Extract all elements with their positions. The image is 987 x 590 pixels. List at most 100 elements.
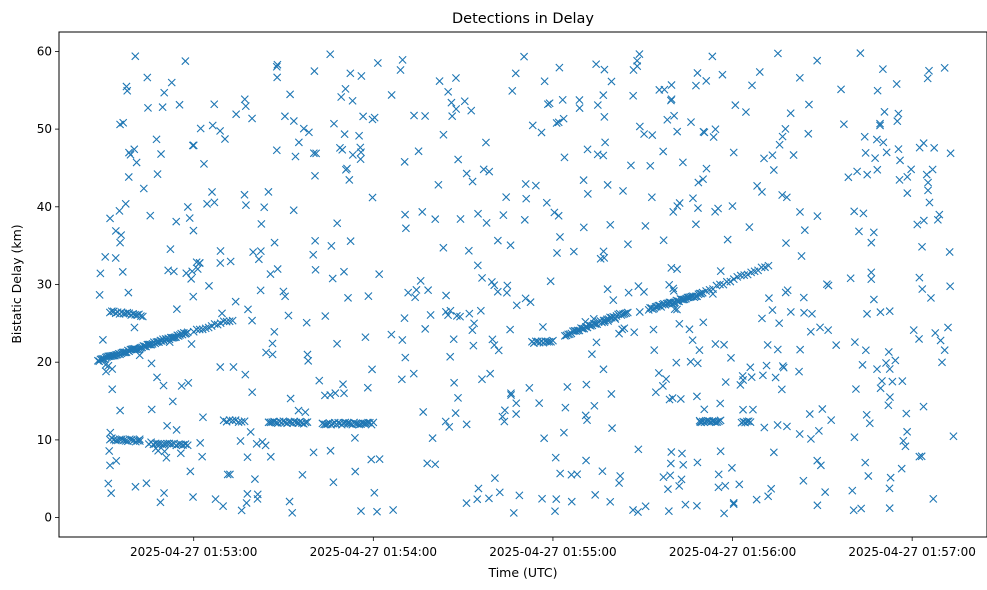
data-point xyxy=(188,267,197,276)
data-point xyxy=(691,220,700,229)
data-point xyxy=(160,489,169,497)
data-point xyxy=(878,65,887,74)
data-point xyxy=(280,112,289,121)
data-point xyxy=(192,258,201,267)
data-point xyxy=(131,52,140,61)
data-point xyxy=(225,317,234,326)
data-point xyxy=(143,73,152,82)
data-point xyxy=(201,324,210,333)
data-point xyxy=(903,427,912,436)
data-point xyxy=(198,452,207,461)
data-point xyxy=(907,165,916,174)
data-point xyxy=(938,358,946,367)
data-point xyxy=(431,215,440,224)
data-point xyxy=(507,390,516,399)
data-point xyxy=(400,157,409,166)
data-point xyxy=(159,381,168,390)
data-point xyxy=(441,307,450,316)
data-point xyxy=(723,235,732,244)
data-point xyxy=(310,67,319,76)
x-tick-label: 2025-04-27 01:54:00 xyxy=(310,545,437,559)
data-point xyxy=(512,399,521,408)
data-point xyxy=(339,380,347,389)
data-point xyxy=(375,455,384,464)
data-point xyxy=(487,277,496,286)
data-point xyxy=(196,438,205,447)
data-point xyxy=(493,287,502,296)
data-point xyxy=(668,394,677,403)
data-point xyxy=(428,434,437,443)
data-point xyxy=(928,165,937,174)
data-point xyxy=(488,335,497,344)
data-point xyxy=(102,367,110,376)
data-point xyxy=(124,288,133,297)
data-point xyxy=(619,186,627,195)
data-point xyxy=(876,121,885,130)
data-point xyxy=(894,145,903,154)
data-point xyxy=(917,452,926,461)
data-point xyxy=(700,405,709,414)
data-point xyxy=(270,327,279,336)
data-point xyxy=(760,423,769,432)
data-point xyxy=(744,417,753,426)
data-point xyxy=(116,238,125,247)
data-point xyxy=(806,327,815,336)
y-tick-label: 60 xyxy=(37,44,52,58)
data-point xyxy=(258,437,267,446)
data-point xyxy=(583,145,592,154)
data-point xyxy=(667,448,676,457)
data-point xyxy=(236,437,245,445)
data-point xyxy=(525,383,534,392)
data-point xyxy=(919,216,928,225)
data-point xyxy=(714,483,723,492)
data-point xyxy=(164,266,173,275)
data-point xyxy=(445,422,454,431)
data-point xyxy=(355,131,364,140)
data-point xyxy=(813,212,822,221)
data-point xyxy=(468,177,477,186)
data-point xyxy=(736,380,745,389)
data-point xyxy=(555,232,564,241)
data-point xyxy=(599,365,608,374)
data-point xyxy=(546,277,555,286)
data-point xyxy=(832,341,841,350)
data-point xyxy=(424,286,433,295)
data-point xyxy=(346,237,355,246)
data-point xyxy=(398,55,407,64)
data-point xyxy=(771,373,780,382)
data-point xyxy=(859,209,868,218)
data-point xyxy=(288,508,297,517)
data-point xyxy=(731,101,740,110)
data-point xyxy=(888,377,897,386)
data-point xyxy=(764,261,773,270)
data-point xyxy=(479,165,488,174)
data-point xyxy=(685,325,694,334)
data-point xyxy=(603,180,612,189)
data-point xyxy=(389,506,398,515)
data-point xyxy=(745,223,754,232)
data-point xyxy=(96,269,105,278)
data-point xyxy=(172,305,181,314)
data-point xyxy=(289,117,298,126)
data-point xyxy=(452,105,461,113)
data-point xyxy=(924,186,933,195)
data-point xyxy=(767,484,776,493)
y-tick-label: 50 xyxy=(37,122,52,136)
data-point xyxy=(136,312,145,321)
data-point xyxy=(789,151,798,160)
data-point xyxy=(551,507,559,516)
data-point xyxy=(601,138,610,147)
data-point xyxy=(153,373,162,382)
data-point xyxy=(225,416,234,425)
data-point xyxy=(693,359,702,368)
data-point xyxy=(412,285,421,294)
data-point xyxy=(552,119,561,127)
data-point xyxy=(116,406,125,415)
data-point xyxy=(248,114,257,123)
data-point xyxy=(915,452,924,461)
data-point xyxy=(106,461,114,470)
data-point xyxy=(860,132,869,141)
data-point xyxy=(493,236,502,245)
data-point xyxy=(915,143,924,152)
data-point xyxy=(400,314,409,323)
